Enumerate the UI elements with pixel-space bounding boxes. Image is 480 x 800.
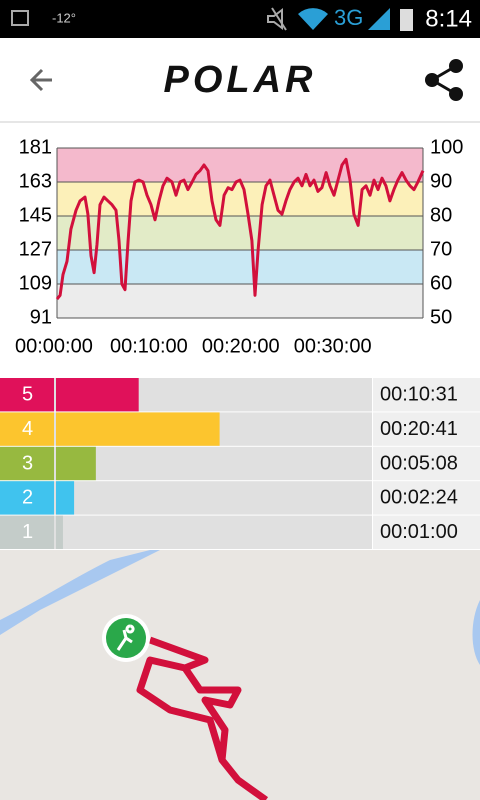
network: 3G xyxy=(334,5,363,30)
x-tick-label: 00:10:00 xyxy=(110,335,188,357)
zone-time-cell xyxy=(373,412,480,446)
y2-tick-label: 90 xyxy=(430,170,452,192)
zone-label-cell xyxy=(0,481,54,515)
zone-bar xyxy=(56,378,139,412)
zone-label-cell xyxy=(0,515,54,549)
back-button[interactable] xyxy=(29,68,52,92)
zone-bar xyxy=(56,481,75,515)
zone-time-cell xyxy=(373,515,480,549)
zone-number: 2 xyxy=(22,487,33,509)
zone-number: 4 xyxy=(22,418,33,440)
x-tick-label: 00:20:00 xyxy=(202,335,280,357)
hr-chart: 91 109 127 145 163 181 50 60 70 80 90 100 00:00:00 00… xyxy=(15,136,463,357)
share-button[interactable] xyxy=(425,59,463,101)
y2-tick-label: 50 xyxy=(430,306,452,328)
zone-label-cell xyxy=(0,378,54,412)
zone-label-cell xyxy=(0,412,54,446)
zone-label-cell xyxy=(0,446,54,481)
zone-bar xyxy=(56,446,96,481)
zone-track xyxy=(0,378,372,412)
zone-band xyxy=(57,148,423,182)
x-tick-label: 00:00:00 xyxy=(15,335,93,357)
zone-number: 3 xyxy=(22,452,33,474)
zone-bar xyxy=(56,515,63,549)
y-tick-label: 145 xyxy=(19,204,52,226)
zone-time-cell xyxy=(373,378,480,412)
y-tick-label: 91 xyxy=(30,306,52,328)
zone-time: 00:20:41 xyxy=(380,418,458,440)
logo: POLAR xyxy=(164,59,317,101)
hr-line xyxy=(55,157,425,301)
y2-tick-label: 60 xyxy=(430,272,452,294)
zone-time-cell xyxy=(373,481,480,515)
zone-time: 00:01:00 xyxy=(380,521,458,543)
x-tick-label: 00:30:00 xyxy=(294,335,372,357)
y-tick-label: 181 xyxy=(19,136,52,158)
clock: 8:14 xyxy=(425,5,472,32)
zone-number: 5 xyxy=(22,383,33,405)
map xyxy=(0,550,480,800)
zone-time-cell xyxy=(373,446,480,481)
battery-icon xyxy=(400,9,413,31)
gallery-icon xyxy=(11,10,29,26)
y-tick-label: 127 xyxy=(19,238,52,260)
y-tick-label: 163 xyxy=(19,170,52,192)
wifi-icon xyxy=(298,8,328,30)
y2-tick-label: 80 xyxy=(430,204,452,226)
temperature: -12° xyxy=(52,10,76,25)
y2-tick-label: 70 xyxy=(430,238,452,260)
app-bar xyxy=(0,38,480,122)
zone-band xyxy=(57,250,423,284)
zone-bar xyxy=(56,412,220,446)
zone-chart: 5 00:10:31 4 00:20:41 3 00:05:08 2 00:02:24 1 00:… xyxy=(0,378,480,549)
zone-track xyxy=(0,481,372,515)
zone-band xyxy=(57,284,423,318)
zone-time: 00:05:08 xyxy=(380,452,458,474)
zone-track xyxy=(0,515,372,549)
zone-number: 1 xyxy=(22,521,33,543)
signal-icon xyxy=(368,8,390,30)
zone-time: 00:02:24 xyxy=(380,487,458,509)
y-tick-label: 109 xyxy=(19,272,52,294)
y2-tick-label: 100 xyxy=(430,136,463,158)
mute-icon xyxy=(267,7,287,31)
zone-time: 00:10:31 xyxy=(380,383,458,405)
zone-band xyxy=(57,216,423,250)
zone-track xyxy=(0,446,372,481)
